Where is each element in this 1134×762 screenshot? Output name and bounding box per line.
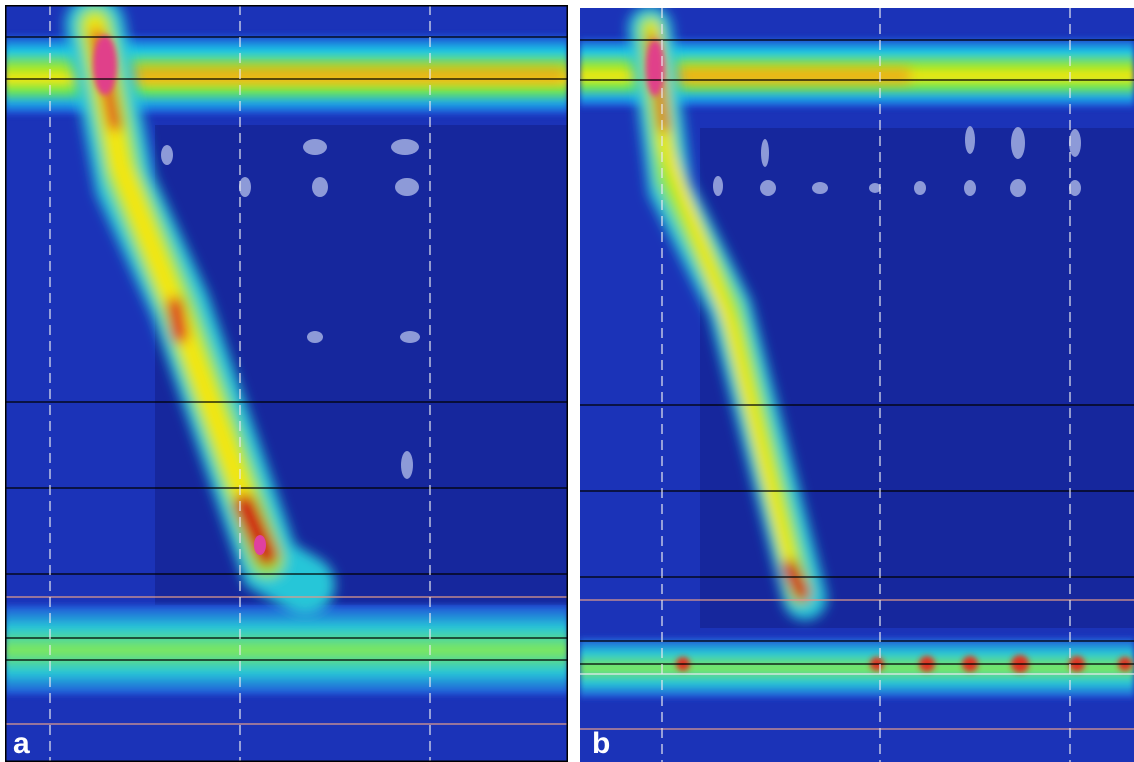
low-band [580, 638, 1134, 698]
panel-label: b [592, 727, 610, 760]
top-band-core [105, 67, 565, 83]
peak [646, 40, 664, 96]
peak [93, 35, 117, 95]
panel-label: a [13, 727, 30, 760]
panel-a: a [5, 5, 568, 762]
figure: a b [0, 0, 1134, 762]
page: {"panels":[{"label":"a"},{"label":"b"}]} [0, 0, 1134, 762]
peak [254, 535, 266, 555]
low-band [5, 605, 568, 695]
top-band-core [670, 68, 910, 84]
panel-b: b [580, 8, 1134, 762]
